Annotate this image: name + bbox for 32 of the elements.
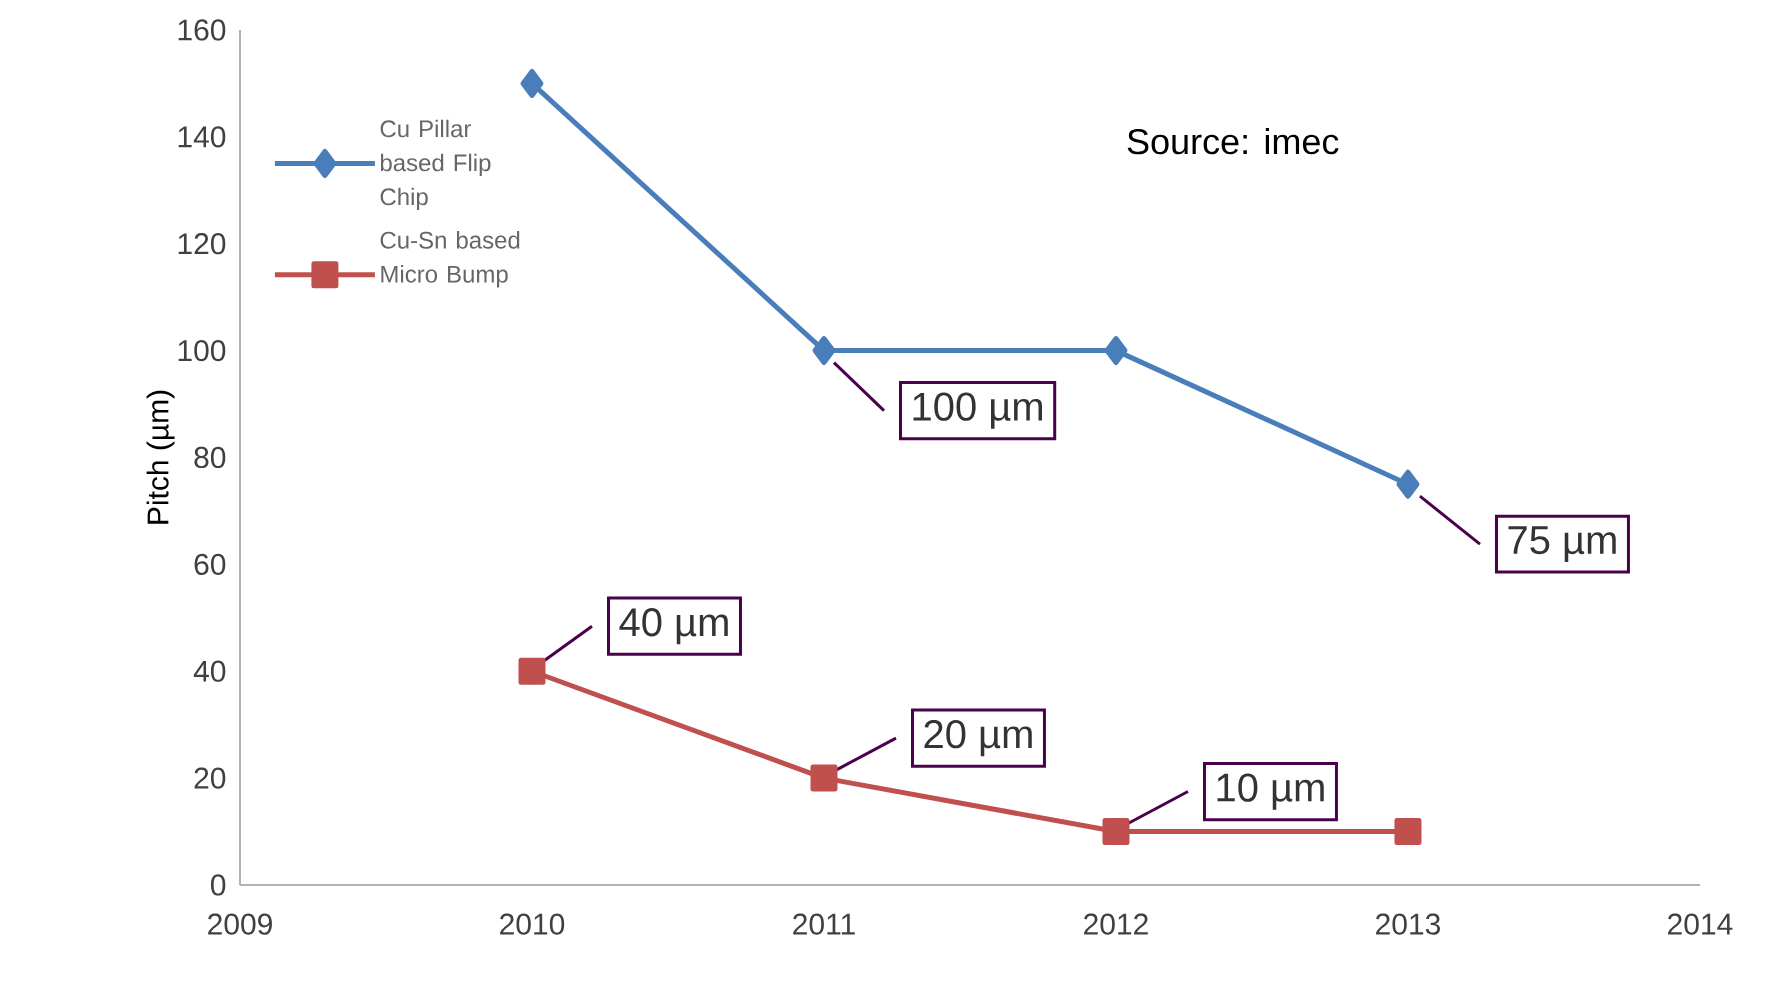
y-tick-label: 120 bbox=[178, 233, 226, 255]
point bbox=[1102, 818, 1130, 846]
annotation: 40 µm bbox=[619, 608, 728, 645]
y-tick-label: 20 bbox=[194, 767, 226, 789]
y-tick-label: 80 bbox=[194, 446, 226, 469]
annotation: 20 µm bbox=[924, 719, 1032, 757]
point bbox=[1104, 336, 1128, 366]
y-tick-label: 60 bbox=[194, 553, 226, 575]
x-tick-label: 2013 bbox=[1376, 913, 1441, 935]
x-tick-label: 2012 bbox=[1084, 913, 1148, 935]
legend-label: Cu Pillar based Flip Chip bbox=[380, 119, 491, 211]
annotation: Source: imec bbox=[1127, 127, 1339, 155]
point bbox=[1396, 469, 1420, 499]
y-tick-label: 140 bbox=[178, 126, 226, 148]
point bbox=[812, 336, 836, 366]
x-tick-label: 2014 bbox=[1668, 913, 1733, 935]
point bbox=[1394, 818, 1422, 846]
y-tick-label: 0 bbox=[210, 874, 226, 896]
point bbox=[520, 68, 544, 98]
annotation: 100 µm bbox=[913, 392, 1042, 429]
legend-label: Cu-Sn based Micro Bump bbox=[380, 231, 520, 288]
x-tick-label: 2009 bbox=[208, 913, 272, 935]
y-axis-title: Pitch (µm) bbox=[146, 390, 175, 524]
y-tick-label: 40 bbox=[193, 660, 226, 682]
point bbox=[810, 764, 838, 792]
y-tick-label: 160 bbox=[178, 19, 226, 41]
annotation: 10 µm bbox=[1217, 773, 1324, 810]
point bbox=[518, 657, 546, 685]
x-tick-label: 2011 bbox=[793, 913, 855, 935]
annotation: 75 µm bbox=[1508, 526, 1616, 563]
y-tick-label: 100 bbox=[178, 339, 226, 362]
x-tick-label: 2010 bbox=[500, 913, 565, 935]
